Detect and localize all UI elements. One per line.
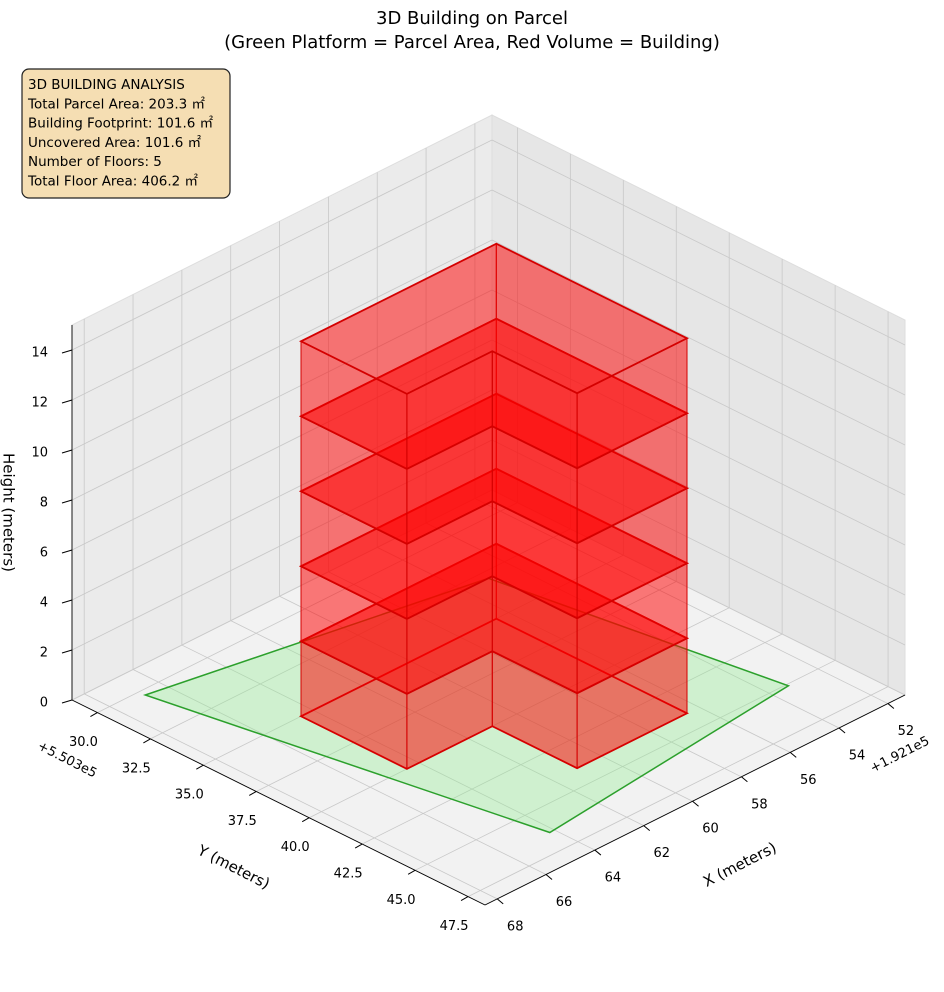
- y-tick: [407, 869, 416, 875]
- grid-line: [279, 595, 693, 802]
- x-tick: [887, 703, 895, 709]
- x-tick: [643, 825, 651, 832]
- x-axis-label: X (meters): [700, 838, 779, 890]
- z-tick: [61, 499, 73, 504]
- y-tick-label: 37.5: [228, 814, 257, 829]
- x-tick: [789, 751, 797, 758]
- y-tick: [90, 712, 98, 718]
- info-line: Uncovered Area: 101.6 ㎡: [28, 135, 202, 151]
- x-tick-label: 54: [849, 748, 866, 763]
- grid-line: [84, 693, 498, 900]
- grid-line: [71, 139, 493, 351]
- grid-line: [132, 669, 547, 875]
- y-tick: [196, 764, 204, 770]
- grid-line: [361, 633, 783, 845]
- chart-subtitle: (Green Platform = Parcel Area, Red Volum…: [224, 32, 720, 53]
- y-tick: [249, 791, 257, 796]
- grid-line: [491, 289, 906, 496]
- grid-line: [71, 439, 493, 651]
- z-tick-label: 12: [31, 396, 48, 411]
- y-tick-label: 40.0: [281, 840, 310, 855]
- z-tick-label: 10: [31, 446, 48, 461]
- z-tick: [61, 699, 73, 704]
- z-tick: [61, 599, 73, 604]
- z-tick-label: 4: [40, 596, 48, 611]
- y-tick: [143, 738, 151, 744]
- x-tick-label: 52: [898, 724, 915, 739]
- x-tick-label: 62: [653, 846, 670, 861]
- grid-line: [150, 528, 571, 740]
- y-tick: [460, 896, 469, 902]
- grid-line: [491, 139, 906, 346]
- info-line: Total Parcel Area: 203.3 ㎡: [27, 96, 205, 112]
- grid-line: [491, 489, 906, 696]
- chart-title: 3D Building on Parcel: [376, 8, 568, 29]
- grid-line: [71, 339, 493, 551]
- grid-line: [491, 389, 906, 596]
- y-tick-label: 45.0: [387, 893, 416, 908]
- x-tick: [838, 727, 846, 734]
- y-tick-label: 35.0: [175, 788, 204, 803]
- grid-line: [71, 389, 493, 601]
- z-tick: [61, 549, 73, 554]
- x-tick: [594, 849, 602, 856]
- x-tick-label: 64: [605, 871, 622, 886]
- x-tick-label: 56: [800, 773, 817, 788]
- grid-line: [491, 189, 906, 396]
- grid-line: [309, 607, 730, 819]
- grid-line: [71, 189, 493, 401]
- z-tick: [61, 349, 73, 354]
- parcel-platform: [142, 577, 791, 834]
- y-tick-label: 32.5: [122, 761, 151, 776]
- y-axis-line: [71, 699, 486, 906]
- grid-line: [71, 239, 493, 451]
- grid-line: [181, 644, 596, 851]
- x-tick-label: 60: [702, 822, 719, 837]
- grid-line: [491, 239, 906, 446]
- grid-line: [230, 620, 644, 826]
- grid-line: [491, 439, 906, 646]
- z-tick: [61, 449, 73, 454]
- x-tick: [741, 776, 748, 783]
- x-tick-label: 58: [751, 797, 768, 812]
- x-tick: [692, 800, 699, 807]
- grid-line: [491, 339, 906, 546]
- grid-line: [328, 571, 742, 778]
- x-offset-label: +1.921e5: [868, 734, 932, 777]
- info-line: Total Floor Area: 406.2 ㎡: [27, 174, 199, 190]
- y-tick-label: 30.0: [69, 735, 98, 750]
- z-tick: [61, 399, 73, 404]
- grid-line: [71, 489, 493, 701]
- info-line: Building Footprint: 101.6 ㎡: [28, 116, 214, 132]
- y-tick-label: 42.5: [334, 867, 363, 882]
- info-line: Number of Floors: 5: [28, 154, 162, 170]
- x-tick: [496, 898, 504, 905]
- z-tick-label: 6: [40, 546, 48, 561]
- grid-line: [474, 498, 889, 704]
- grid-line: [71, 289, 493, 501]
- grid-line: [414, 659, 836, 871]
- x-axis-line: [484, 694, 906, 906]
- info-box: [21, 68, 231, 199]
- y-axis-label: Y (meters): [194, 841, 273, 893]
- z-axis-label: Height (meters): [0, 453, 18, 572]
- z-tick-label: 14: [31, 346, 48, 361]
- grid-line: [467, 686, 889, 897]
- z-tick: [61, 649, 73, 654]
- grid-line: [97, 502, 518, 713]
- floor-top: [298, 242, 690, 395]
- y-tick-label: 47.5: [440, 919, 469, 934]
- y-tick: [354, 843, 363, 849]
- x-tick-label: 68: [507, 919, 524, 934]
- info-line: 3D BUILDING ANALYSIS: [28, 77, 185, 93]
- grid-line: [425, 522, 840, 729]
- x-tick-label: 66: [556, 895, 573, 910]
- z-tick-label: 0: [40, 696, 48, 711]
- z-tick-label: 2: [40, 646, 48, 661]
- grid-line: [377, 547, 791, 753]
- x-tick: [545, 874, 553, 880]
- y-tick: [301, 817, 310, 823]
- z-tick-label: 8: [40, 496, 48, 511]
